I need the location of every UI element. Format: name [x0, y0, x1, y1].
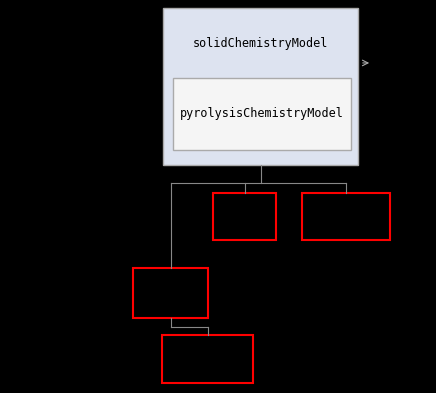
FancyBboxPatch shape — [133, 268, 208, 318]
FancyBboxPatch shape — [162, 335, 253, 383]
FancyBboxPatch shape — [163, 8, 358, 165]
Text: pyrolysisChemistryModel: pyrolysisChemistryModel — [180, 108, 344, 121]
FancyBboxPatch shape — [302, 193, 390, 240]
FancyBboxPatch shape — [173, 78, 351, 150]
Text: solidChemistryModel: solidChemistryModel — [193, 37, 328, 50]
FancyBboxPatch shape — [213, 193, 276, 240]
